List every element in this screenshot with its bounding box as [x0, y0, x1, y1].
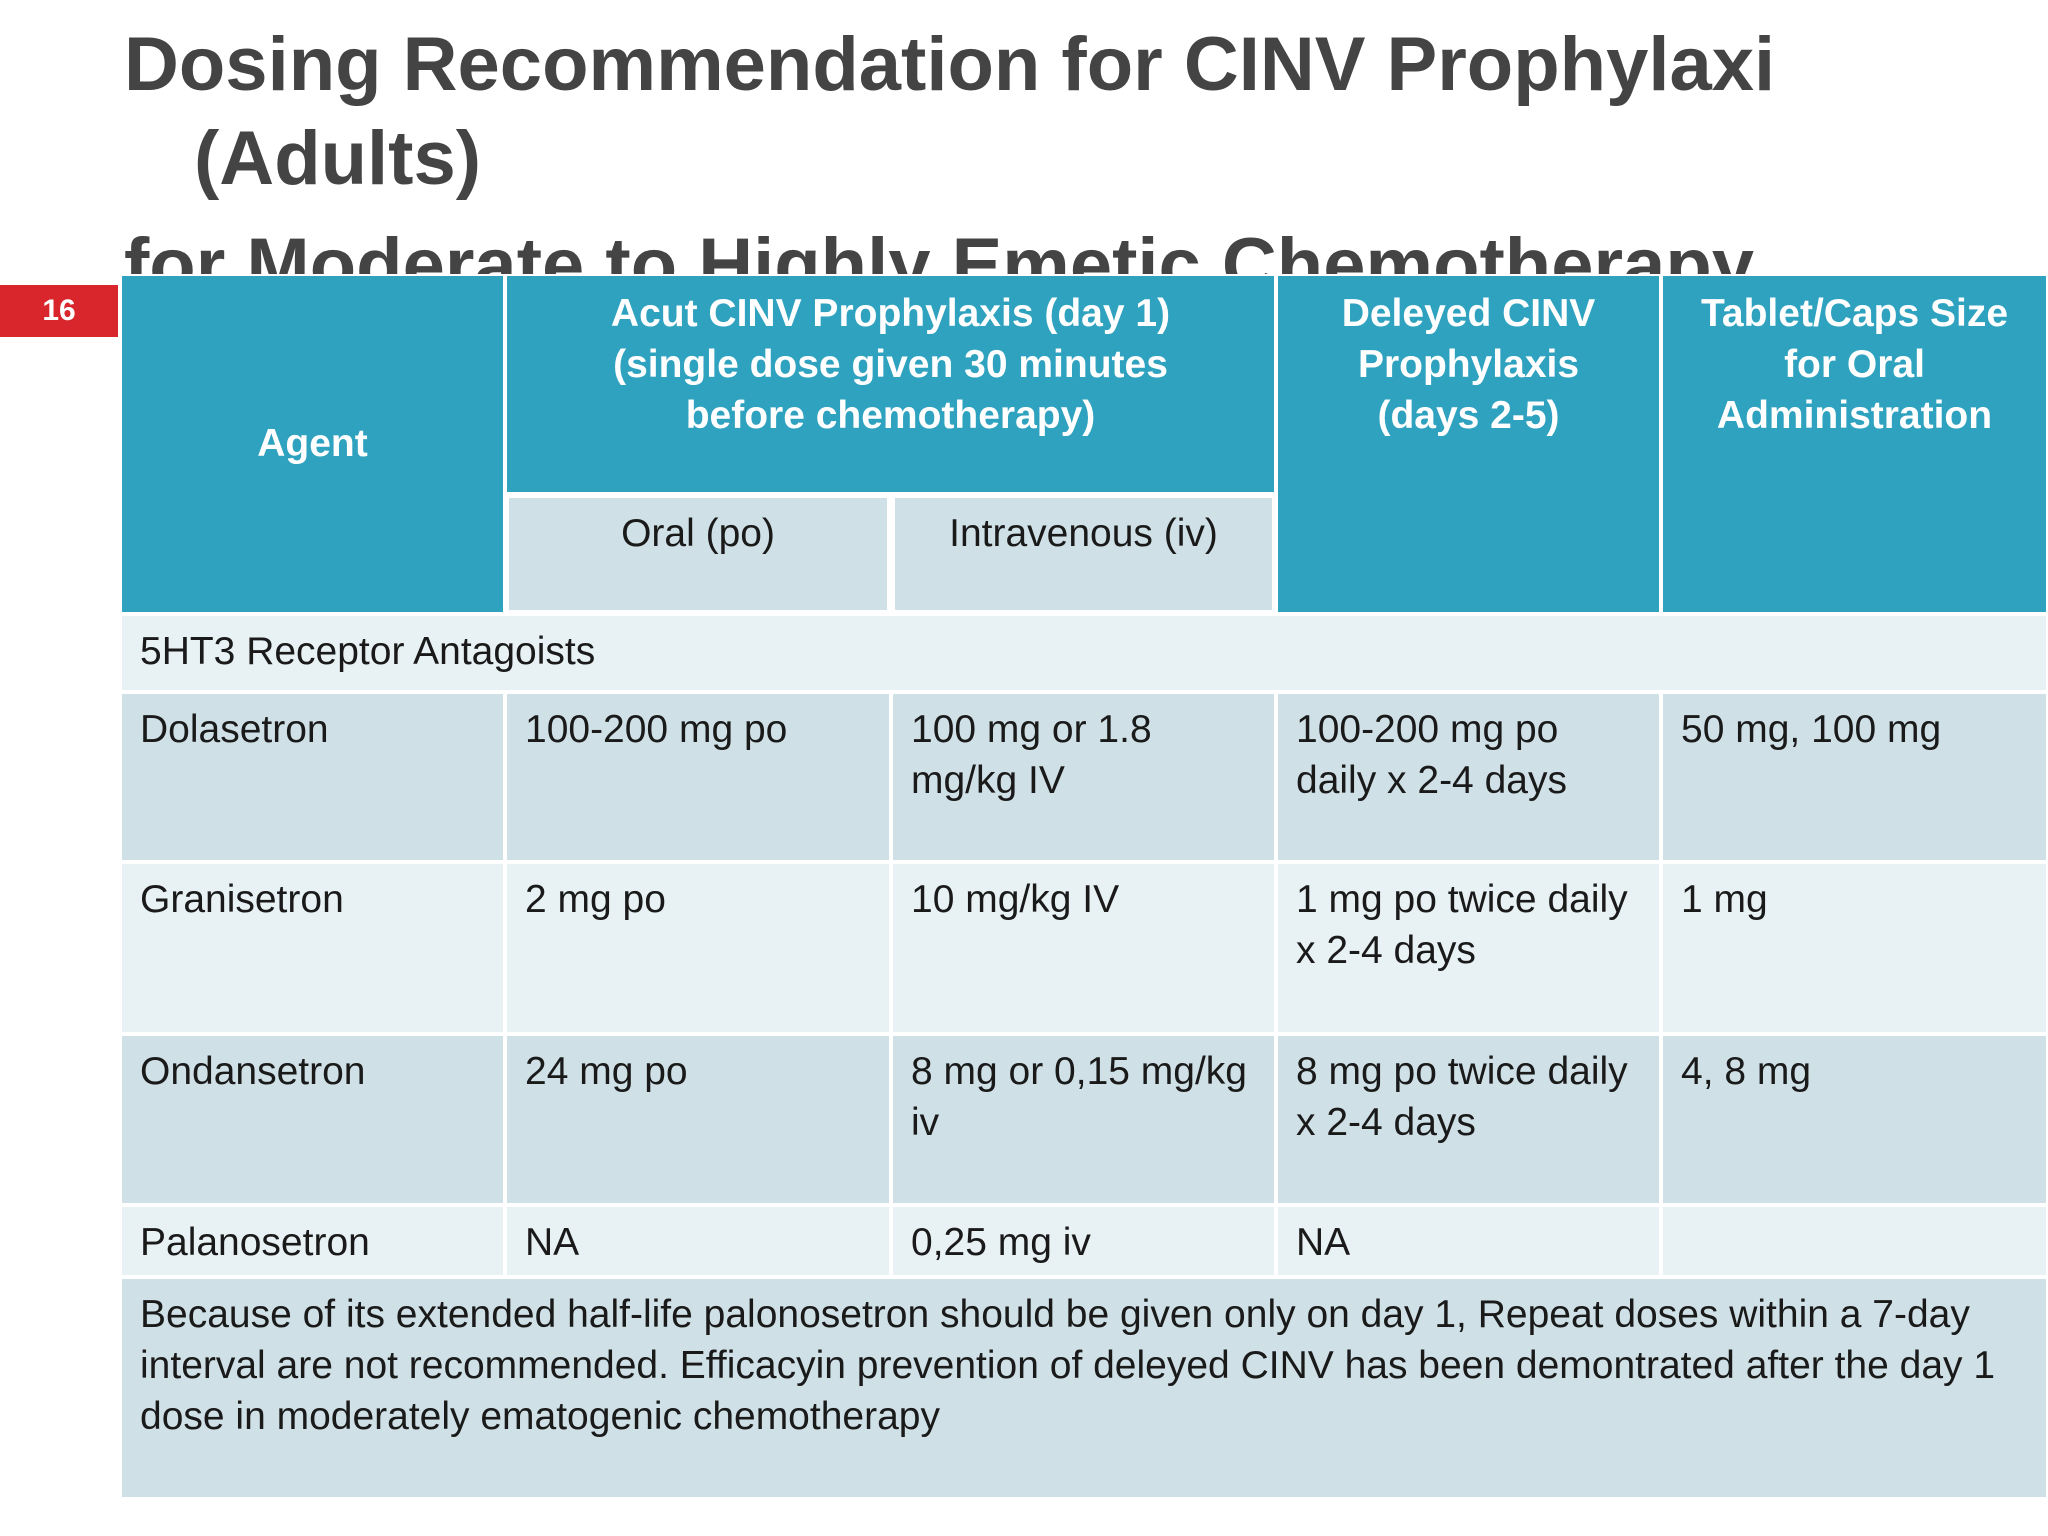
table-cell: NA	[505, 1205, 891, 1277]
header-cell: Oral (po)	[505, 494, 891, 614]
table-cell	[1661, 1205, 2048, 1277]
table-cell: 8 mg or 0,15 mg/kg iv	[891, 1034, 1276, 1205]
table-cell: 24 mg po	[505, 1034, 891, 1205]
table-cell: 0,25 mg iv	[891, 1205, 1276, 1277]
table-cell: Granisetron	[120, 862, 505, 1034]
header-cell: Intravenous (iv)	[891, 494, 1276, 614]
table-cell: Palanosetron	[120, 1205, 505, 1277]
header-cell: Tablet/Caps Size for Oral Administration	[1661, 274, 2048, 614]
table-cell: 100 mg or 1.8 mg/kg IV	[891, 692, 1276, 862]
table-cell: Ondansetron	[120, 1034, 505, 1205]
table-cell: 10 mg/kg IV	[891, 862, 1276, 1034]
table-cell: 2 mg po	[505, 862, 891, 1034]
title: Dosing Recommendation for CINV Prophylax…	[124, 22, 1776, 201]
table-cell: 100-200 mg po daily x 2-4 days	[1276, 692, 1661, 862]
table-cell: 50 mg, 100 mg	[1661, 692, 2048, 862]
table-cell: Dolasetron	[120, 692, 505, 862]
slide-number: 16	[0, 285, 118, 337]
header-cell: Agent	[120, 274, 505, 614]
table-cell: NA	[1276, 1205, 1661, 1277]
table-cell: 8 mg po twice daily x 2-4 days	[1276, 1034, 1661, 1205]
header-cell: Acut CINV Prophylaxis (day 1) (single do…	[505, 274, 1276, 494]
table-cell: 1 mg	[1661, 862, 2048, 1034]
header-cell: Deleyed CINV Prophylaxis (days 2-5)	[1276, 274, 1661, 614]
table-cell: 100-200 mg po	[505, 692, 891, 862]
note: Because of its extended half-life palono…	[120, 1277, 2048, 1499]
table-cell: 4, 8 mg	[1661, 1034, 2048, 1205]
section-row: 5HT3 Receptor Antagoists	[120, 614, 2048, 692]
table-cell: 1 mg po twice daily x 2-4 days	[1276, 862, 1661, 1034]
